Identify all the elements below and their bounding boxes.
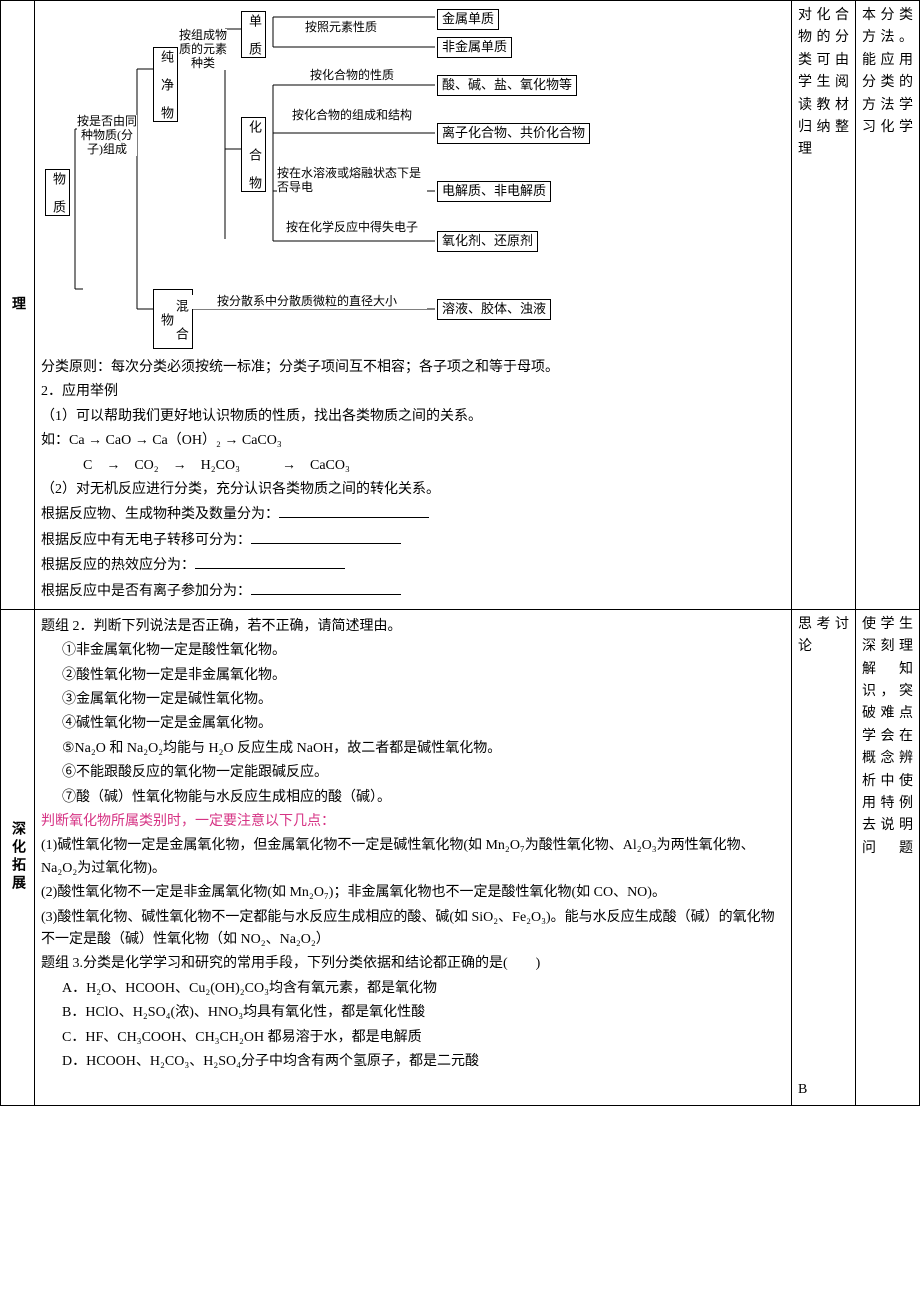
- row-deepen: 深化拓展 题组 2．判断下列说法是否正确，若不正确，请简述理由。 ①非金属氧化物…: [1, 609, 920, 1105]
- row2-side: 思考讨论 B: [792, 609, 856, 1105]
- leaf-disp: 溶液、胶体、浊液: [437, 299, 551, 320]
- item-5: ⑤Na₂O 和 Na₂O₂均能与 H₂O 反应生成 NaOH，故二者都是碱性氧化…: [41, 738, 785, 760]
- equation-2: C → CO₂ → H₂CO₃ → CaCO₃: [41, 455, 785, 477]
- option-d: D．HCOOH、H₂CO₃、H₂SO₄分子中均含有两个氢原子，都是二元酸: [41, 1051, 785, 1073]
- tigroup2-intro: 题组 2．判断下列说法是否正确，若不正确，请简述理由。: [41, 616, 785, 638]
- blank-field: [195, 554, 345, 569]
- row2-side-answer: B: [798, 1079, 849, 1101]
- blank-field: [279, 503, 429, 518]
- leaf-ionic: 离子化合物、共价化合物: [437, 123, 590, 144]
- hint-root: 按是否由同种物质(分子)组成: [77, 115, 137, 156]
- apply-1: （1）可以帮助我们更好地认识物质的性质，找出各类物质之间的关系。: [41, 406, 785, 428]
- hint-comp3: 按在水溶液或熔融状态下是否导电: [277, 167, 427, 195]
- node-root: 物 质: [45, 169, 70, 216]
- blank-q1: 根据反应物、生成物种类及数量分为：: [41, 503, 785, 526]
- item-1: ①非金属氧化物一定是酸性氧化物。: [41, 640, 785, 662]
- hint-pure: 按组成物质的元素种类: [179, 29, 227, 70]
- equation-1: 如：Ca → CaO → Ca（OH）₂ → CaCO₃: [41, 430, 785, 452]
- tigroup3-intro: 题组 3.分类是化学学习和研究的常用手段，下列分类依据和结论都正确的是( ): [41, 953, 785, 975]
- row2-label: 深化拓展: [1, 609, 35, 1105]
- row2-purpose: 使学生深刻理解知识，突破难点学会在概念辨析中使用特例去说明问题: [856, 609, 920, 1105]
- leaf-acidbase: 酸、碱、盐、氧化物等: [437, 75, 577, 96]
- blank-q2-label: 根据反应中有无电子转移可分为：: [41, 533, 251, 548]
- point-1: (1)碱性氧化物一定是金属氧化物，但金属氧化物不一定是碱性氧化物(如 Mn₂O₇…: [41, 835, 785, 880]
- row1-content: 物 质 按是否由同种物质(分子)组成 纯 净 物 按组成物质的元素种类 混 合 …: [35, 1, 792, 610]
- item-4: ④碱性氧化物一定是金属氧化物。: [41, 713, 785, 735]
- content-table: 理: [0, 0, 920, 1106]
- node-comp: 化 合 物: [241, 117, 266, 192]
- hint-mix: 按分散系中分散质微粒的直径大小: [187, 295, 427, 309]
- blank-q3-label: 根据反应的热效应分为：: [41, 558, 195, 573]
- row2-side-top: 思考讨论: [798, 614, 849, 659]
- apply-title: 2．应用举例: [41, 381, 785, 403]
- row1-label: 理: [1, 1, 35, 610]
- blank-q2: 根据反应中有无电子转移可分为：: [41, 529, 785, 552]
- point-3: (3)酸性氧化物、碱性氧化物不一定都能与水反应生成相应的酸、碱(如 SiO₂、F…: [41, 907, 785, 952]
- apply-2: （2）对无机反应进行分类，充分认识各类物质之间的转化关系。: [41, 479, 785, 501]
- blank-q4: 根据反应中是否有离子参加分为：: [41, 580, 785, 603]
- item-3: ③金属氧化物一定是碱性氧化物。: [41, 689, 785, 711]
- hint-comp4: 按在化学反应中得失电子: [277, 221, 427, 235]
- blank-q1-label: 根据反应物、生成物种类及数量分为：: [41, 507, 279, 522]
- leaf-elec: 电解质、非电解质: [437, 181, 551, 202]
- item-7: ⑦酸（碱）性氧化物能与水反应生成相应的酸（碱）。: [41, 787, 785, 809]
- principle-text: 分类原则：每次分类必须按统一标准；分类子项间互不相容；各子项之和等于母项。: [41, 357, 785, 379]
- hint-comp1: 按化合物的性质: [277, 69, 427, 83]
- row-classification: 理: [1, 1, 920, 610]
- hint-elem: 按照元素性质: [281, 21, 401, 35]
- leaf-metal: 金属单质: [437, 9, 499, 30]
- row2-content: 题组 2．判断下列说法是否正确，若不正确，请简述理由。 ①非金属氧化物一定是酸性…: [35, 609, 792, 1105]
- node-elem: 单 质: [241, 11, 266, 58]
- option-b: B．HClO、H₂SO₄(浓)、HNO₃均具有氧化性，都是氧化性酸: [41, 1002, 785, 1024]
- pink-note: 判断氧化物所属类别时，一定要注意以下几点：: [41, 811, 785, 833]
- option-c: C．HF、CH₃COOH、CH₃CH₂OH 都易溶于水，都是电解质: [41, 1027, 785, 1049]
- classification-diagram: 物 质 按是否由同种物质(分子)组成 纯 净 物 按组成物质的元素种类 混 合 …: [45, 9, 605, 349]
- item-2: ②酸性氧化物一定是非金属氧化物。: [41, 665, 785, 687]
- row1-purpose: 本分类方法。能应用分类的方法学习化学: [856, 1, 920, 610]
- row1-side: 对化合物的分类可由学生阅读教材归纳整理: [792, 1, 856, 610]
- item-6: ⑥不能跟酸反应的氧化物一定能跟碱反应。: [41, 762, 785, 784]
- option-a: A．H₂O、HCOOH、Cu₂(OH)₂CO₃均含有氧元素，都是氧化物: [41, 978, 785, 1000]
- node-pure: 纯 净 物: [153, 47, 178, 122]
- blank-field: [251, 580, 401, 595]
- leaf-redox: 氧化剂、还原剂: [437, 231, 538, 252]
- hint-comp2: 按化合物的组成和结构: [277, 109, 427, 123]
- leaf-nonmetal: 非金属单质: [437, 37, 512, 58]
- blank-q3: 根据反应的热效应分为：: [41, 554, 785, 577]
- point-2: (2)酸性氧化物不一定是非金属氧化物(如 Mn₂O₇)；非金属氧化物也不一定是酸…: [41, 882, 785, 904]
- blank-field: [251, 529, 401, 544]
- blank-q4-label: 根据反应中是否有离子参加分为：: [41, 584, 251, 599]
